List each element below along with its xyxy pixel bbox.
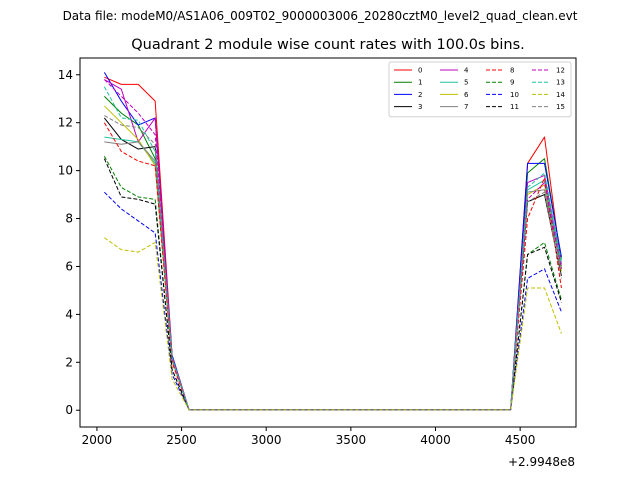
legend-entry: 0 bbox=[394, 67, 422, 75]
series-line-11 bbox=[103, 158, 562, 411]
series-line-8 bbox=[103, 122, 562, 411]
legend-label: 2 bbox=[418, 91, 422, 99]
legend-entry: 2 bbox=[394, 91, 422, 99]
x-tick-label: 4500 bbox=[505, 433, 536, 447]
series-line-14 bbox=[104, 237, 562, 411]
y-tick-label: 14 bbox=[58, 68, 73, 82]
x-tick-label: 3500 bbox=[336, 433, 367, 447]
legend-entry: 8 bbox=[486, 67, 514, 75]
x-tick-label: 2000 bbox=[82, 433, 113, 447]
series-line-7 bbox=[104, 141, 562, 411]
legend-label: 12 bbox=[556, 67, 565, 75]
y-tick-label: 2 bbox=[65, 355, 73, 369]
legend-label: 1 bbox=[418, 79, 422, 87]
y-tick-label: 8 bbox=[65, 212, 73, 226]
legend-entry: 14 bbox=[532, 91, 565, 99]
legend-entry: 3 bbox=[394, 103, 422, 111]
series-line-9 bbox=[103, 156, 562, 411]
plot-frame bbox=[79, 57, 577, 428]
chart-supertitle: Data file: modeM0/AS1A06_009T02_90000030… bbox=[63, 9, 578, 23]
y-tick-label: 6 bbox=[65, 259, 73, 273]
legend-label: 7 bbox=[464, 103, 468, 111]
legend-label: 0 bbox=[418, 67, 422, 75]
y-tick-label: 0 bbox=[65, 403, 73, 417]
chart-title: Quadrant 2 module wise count rates with … bbox=[131, 37, 525, 53]
y-tick-label: 4 bbox=[65, 307, 73, 321]
x-tick-label: 2500 bbox=[166, 433, 197, 447]
legend-entry: 1 bbox=[394, 79, 422, 87]
x-tick-label: 3000 bbox=[251, 433, 282, 447]
series-line-15 bbox=[104, 115, 562, 411]
legend-entry: 12 bbox=[532, 67, 565, 75]
legend-label: 8 bbox=[510, 67, 514, 75]
legend-entry: 5 bbox=[440, 79, 468, 87]
legend-entry: 10 bbox=[486, 91, 519, 99]
y-tick-label: 12 bbox=[58, 116, 73, 130]
legend-label: 10 bbox=[510, 91, 519, 99]
legend-entry: 13 bbox=[532, 79, 565, 87]
legend-label: 6 bbox=[464, 91, 469, 99]
legend-entry: 6 bbox=[440, 91, 469, 99]
legend-entry: 11 bbox=[486, 103, 519, 111]
legend-entry: 15 bbox=[532, 103, 565, 111]
legend-label: 15 bbox=[556, 103, 565, 111]
legend-label: 14 bbox=[556, 91, 565, 99]
series-line-5 bbox=[104, 136, 562, 411]
legend-label: 11 bbox=[510, 103, 519, 111]
x-axis-offset-label: +2.9948e8 bbox=[508, 455, 575, 469]
series-line-10 bbox=[104, 191, 562, 411]
y-tick-label: 10 bbox=[58, 164, 73, 178]
legend-label: 3 bbox=[418, 103, 422, 111]
series-line-6 bbox=[104, 105, 562, 411]
plot-area bbox=[103, 72, 562, 411]
legend-label: 9 bbox=[510, 79, 514, 87]
legend-label: 13 bbox=[556, 79, 565, 87]
legend-box bbox=[388, 61, 572, 118]
legend-entry: 9 bbox=[486, 79, 514, 87]
legend-label: 4 bbox=[464, 67, 469, 75]
x-tick-label: 4000 bbox=[420, 433, 451, 447]
legend-label: 5 bbox=[464, 79, 468, 87]
legend-entry: 7 bbox=[440, 103, 468, 111]
legend-entry: 4 bbox=[440, 67, 469, 75]
